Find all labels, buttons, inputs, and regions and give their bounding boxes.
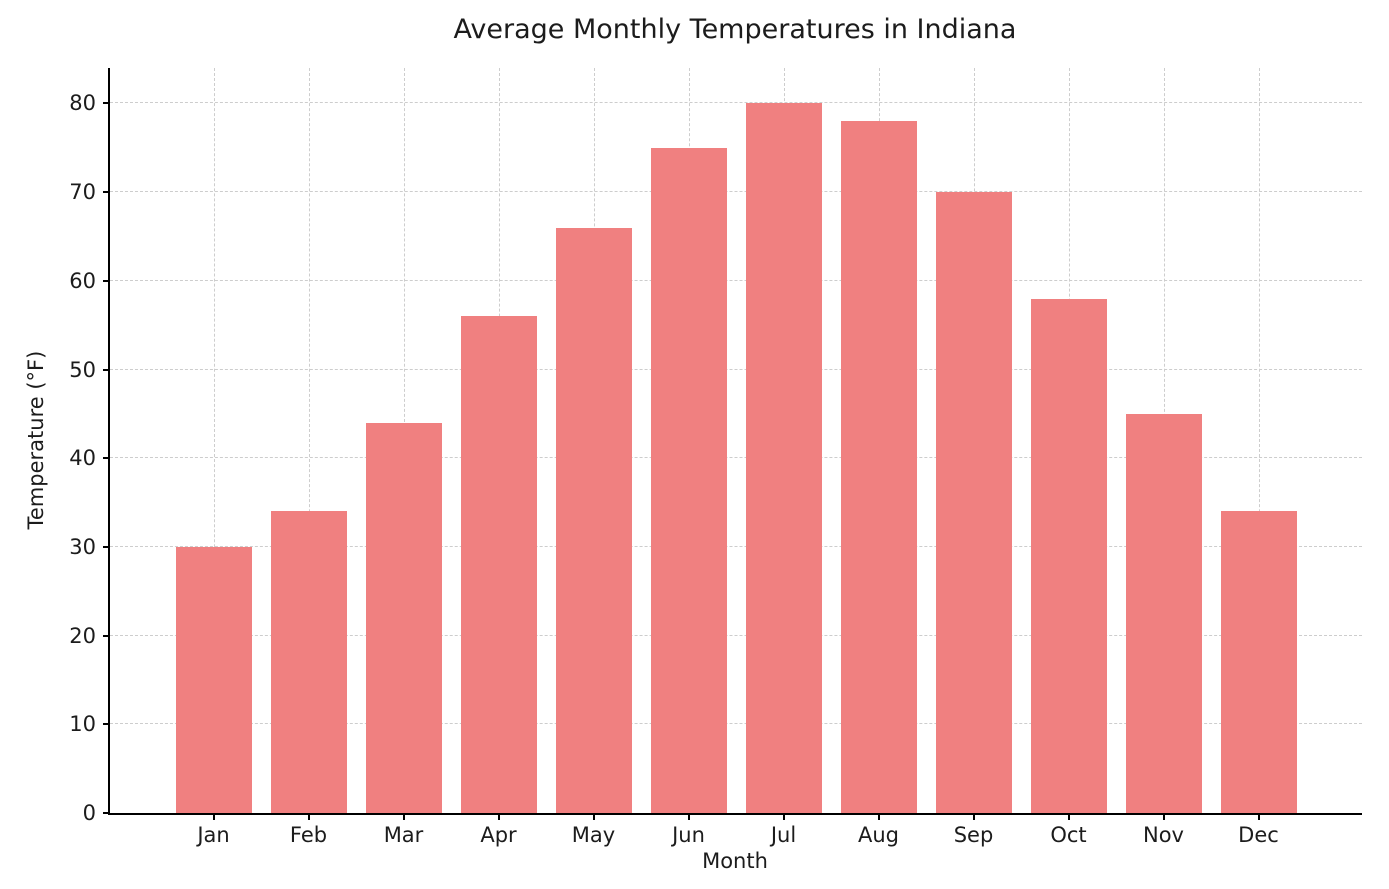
bar-slot-jul: Jul [736,68,831,847]
bar-slot-apr: Apr [451,68,546,847]
bar-slot-sep: Sep [926,68,1021,847]
gridline-y-70 [110,191,1362,193]
bar-slot-feb: Feb [261,68,356,847]
y-tick-label-60: 60 [69,268,96,293]
y-tick-mark-60 [103,279,110,282]
x-tick-label-dec: Dec [1238,823,1279,847]
x-tick-mark-mar [402,813,405,820]
bar-apr [460,316,537,813]
y-tick-mark-0 [103,812,110,814]
bar-jun [650,147,727,813]
gridline-y-30 [110,545,1362,547]
bar-slot-jan: Jan [166,68,261,847]
bar-jul [745,103,822,813]
x-tick-mark-jul [782,813,785,820]
y-tick-label-20: 20 [69,623,96,648]
y-tick-mark-40 [103,457,110,460]
y-tick-mark-10 [103,723,110,726]
bars-row: Jan Feb Mar Apr May Jun Jul Aug Sep Oct Nov Dec [110,68,1362,847]
gridline-y-40 [110,457,1362,459]
bar-oct [1030,298,1107,813]
y-tick-mark-30 [103,545,110,548]
x-tick-mark-apr [497,813,500,820]
gridline-y-10 [110,723,1362,725]
x-tick-mark-aug [877,813,880,820]
gridline-y-60 [110,279,1362,281]
x-tick-label-feb: Feb [289,823,328,847]
y-tick-label-40: 40 [69,446,96,471]
x-tick-label-aug: Aug [857,823,899,847]
bar-aug [840,121,917,813]
x-tick-label-jul: Jul [770,823,797,847]
y-tick-label-70: 70 [69,180,96,205]
bar-slot-may: May [546,68,641,847]
gridline-x-jan [213,68,215,813]
x-tick-label-sep: Sep [953,823,994,847]
bar-slot-jun: Jun [641,68,736,847]
bar-jan [175,546,252,813]
bar-slot-oct: Oct [1021,68,1116,847]
x-tick-mark-may [592,813,595,820]
bar-slot-mar: Mar [356,68,451,847]
y-tick-mark-50 [103,368,110,371]
bar-may [555,227,632,813]
bar-feb [270,511,347,813]
x-tick-label-jan: Jan [197,823,230,847]
x-tick-mark-feb [307,813,310,820]
y-tick-label-50: 50 [69,357,96,382]
x-tick-mark-jan [212,813,215,820]
y-tick-label-30: 30 [69,534,96,559]
y-tick-label-10: 10 [69,712,96,737]
chart-title: Average Monthly Temperatures in Indiana [453,14,1017,45]
y-tick-mark-20 [103,634,110,637]
y-tick-mark-70 [103,191,110,194]
gridline-x-dec [1258,68,1260,813]
bar-mar [365,422,442,813]
gridline-y-50 [110,368,1362,370]
bar-slot-dec: Dec [1211,68,1306,847]
plot-area: 0 10 20 30 40 50 60 70 80 Jan Feb Mar Apr May Jun Jul A… [69,68,1362,847]
x-axis-label: Month [702,849,768,873]
x-tick-mark-nov [1162,813,1165,820]
x-tick-mark-oct [1067,813,1070,820]
gridline-y-20 [110,634,1362,636]
x-tick-mark-jun [687,813,690,820]
y-tick-mark-80 [103,102,110,105]
x-tick-label-nov: Nov [1143,823,1184,847]
x-tick-mark-dec [1257,813,1260,820]
x-tick-label-oct: Oct [1050,823,1087,847]
gridline-y-80 [110,102,1362,104]
x-tick-mark-sep [972,813,975,820]
x-tick-label-mar: Mar [383,823,424,847]
bar-slot-aug: Aug [831,68,926,847]
gridline-x-feb [308,68,310,813]
bar-slot-nov: Nov [1116,68,1211,847]
x-tick-label-may: May [571,823,616,847]
bar-sep [935,192,1012,813]
bar-dec [1220,511,1297,813]
y-tick-label-0: 0 [82,801,96,825]
x-tick-label-jun: Jun [672,823,705,847]
bar-nov [1125,413,1202,813]
x-tick-label-apr: Apr [480,823,517,847]
y-axis-label: Temperature (°F) [24,350,48,530]
y-tick-label-80: 80 [69,91,96,116]
